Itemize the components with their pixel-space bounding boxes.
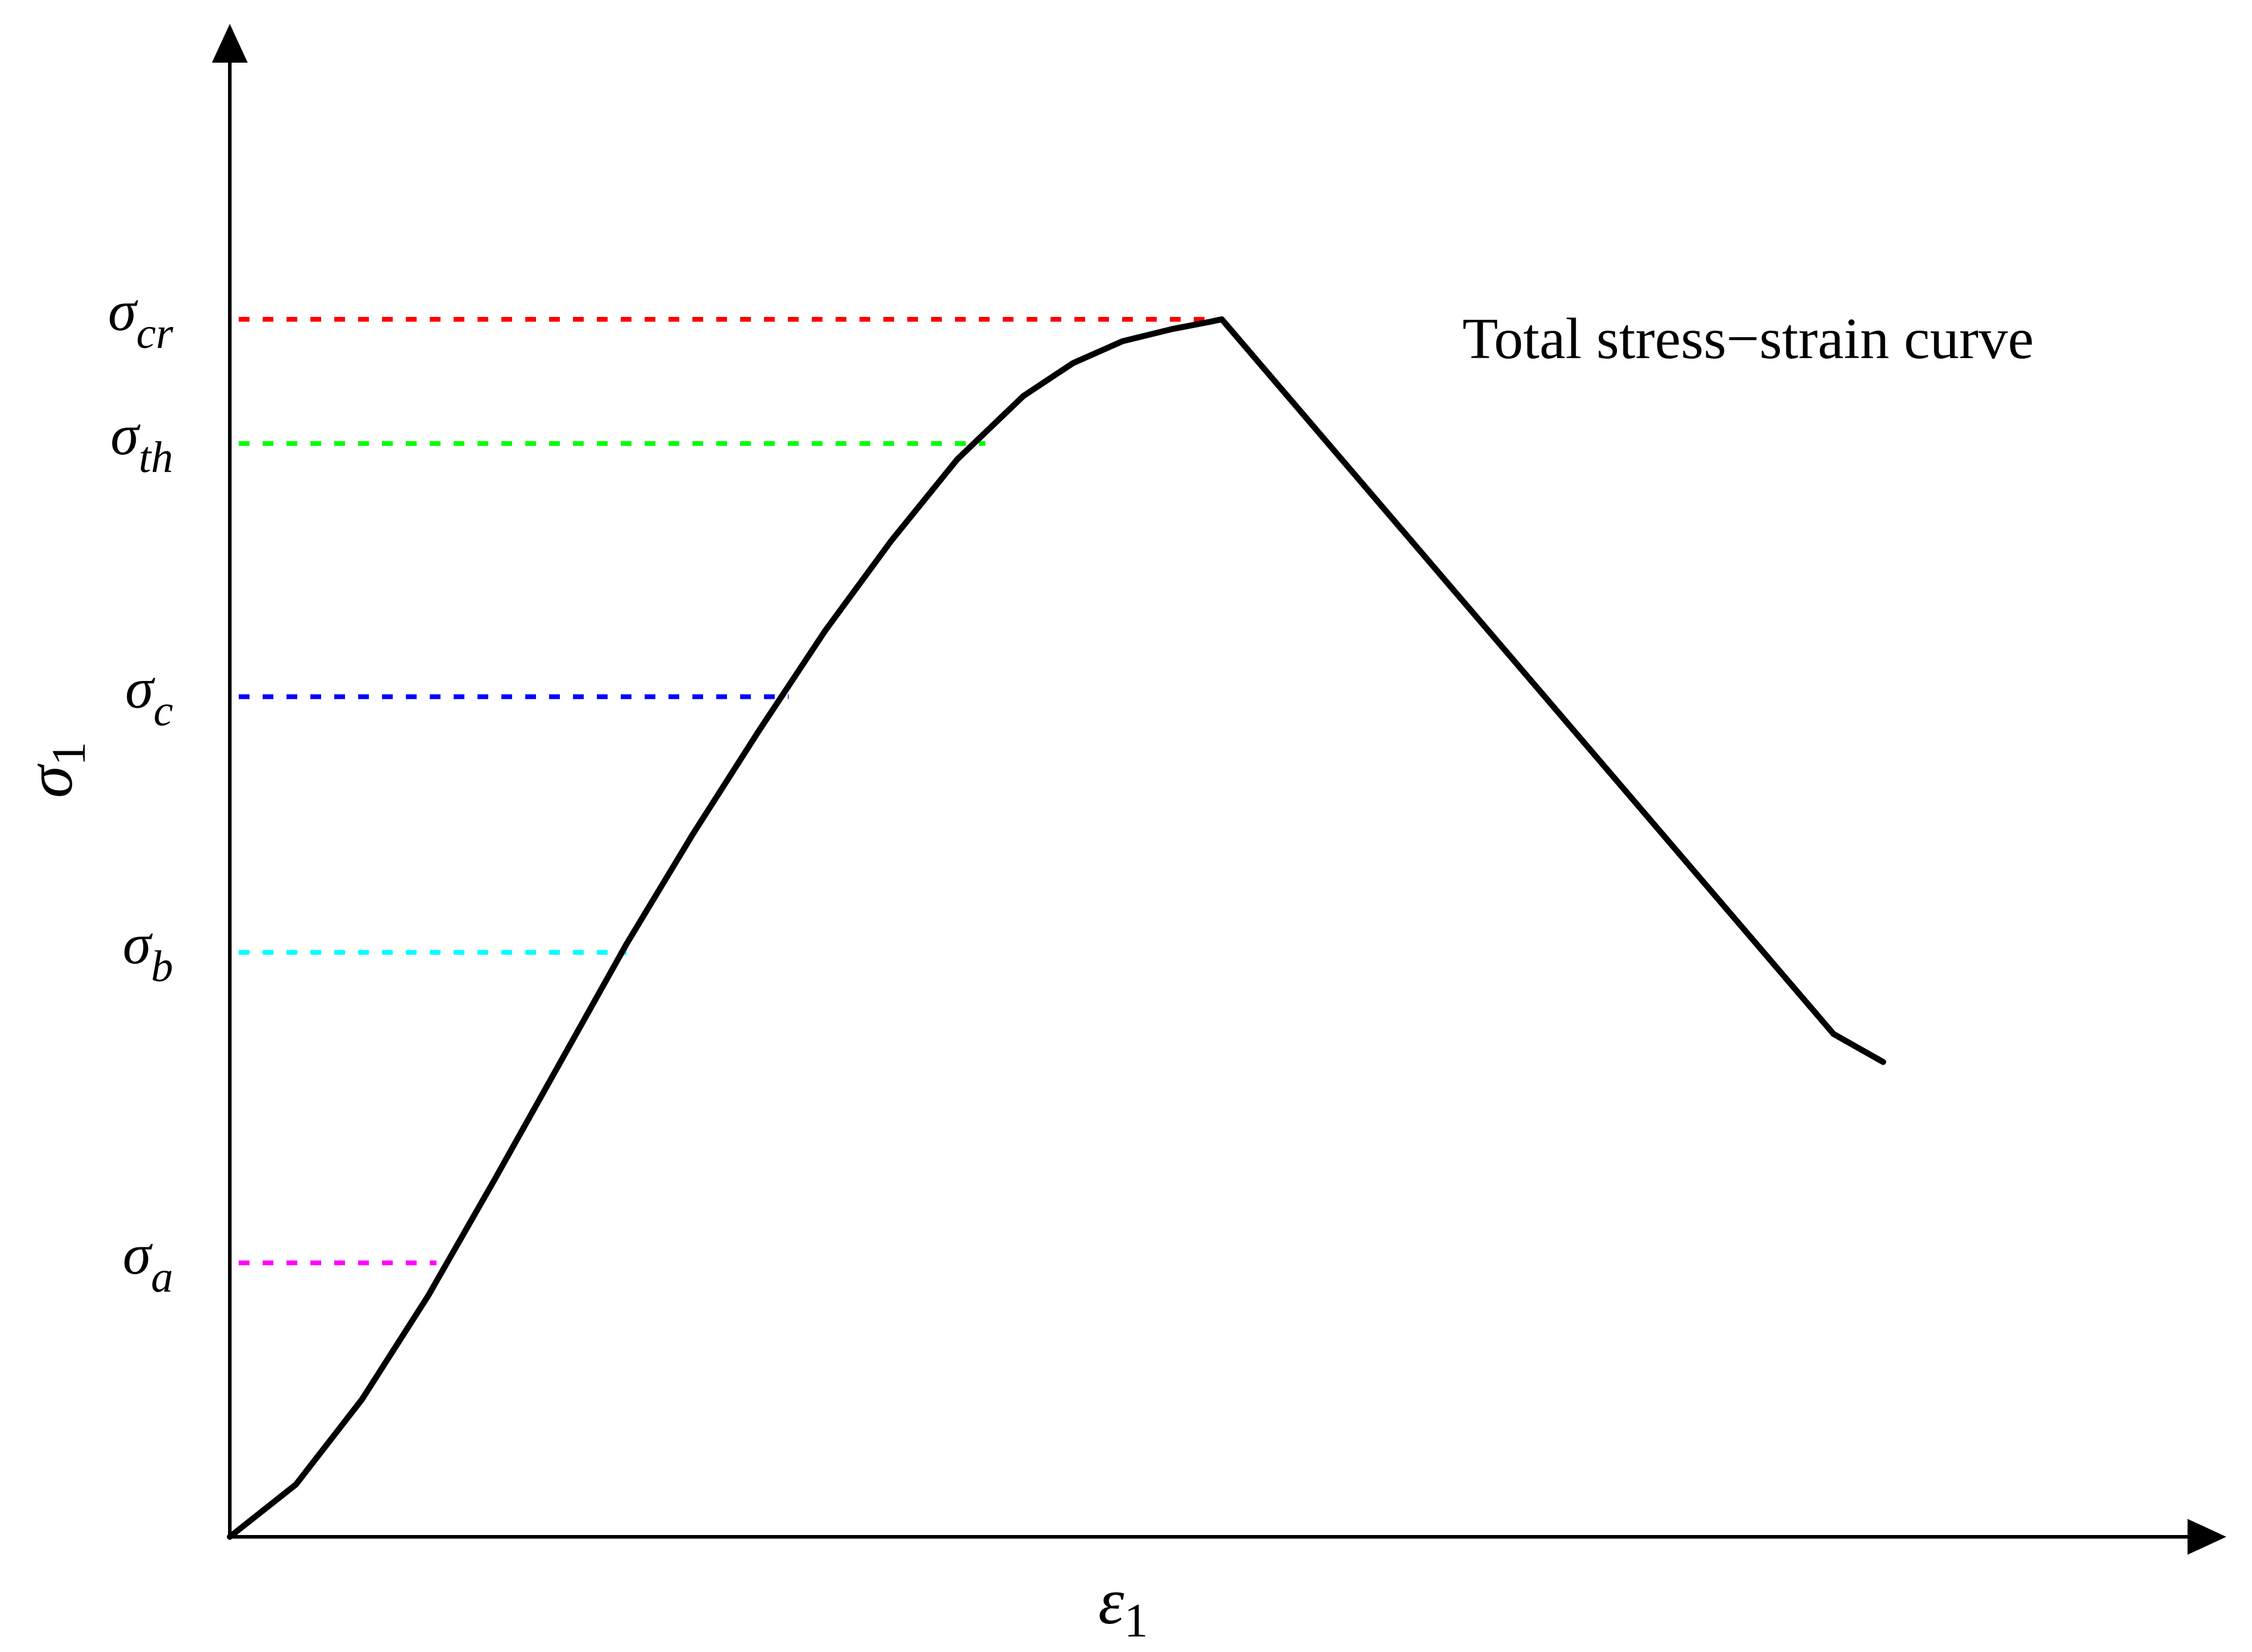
x-axis-label-symbol: ε	[1098, 1565, 1125, 1638]
reference-label-b: σb	[123, 912, 173, 991]
reference-label-subscript: a	[151, 1253, 173, 1302]
reference-label-c: σc	[125, 656, 173, 735]
reference-label-cr: σcr	[108, 279, 174, 358]
reference-label-symbol: σ	[123, 1222, 153, 1286]
reference-label-symbol: σ	[125, 656, 156, 720]
reference-label-symbol: σ	[108, 279, 138, 343]
axes	[212, 24, 2226, 1555]
reference-label-a: σa	[123, 1222, 173, 1302]
x-axis-label-subscript: 1	[1124, 1595, 1148, 1647]
y-axis-arrowhead	[212, 24, 248, 63]
reference-label-subscript: cr	[136, 309, 174, 358]
curve-annotation: Total stress−strain curve	[1462, 307, 2034, 371]
y-axis-label-symbol: σ	[13, 763, 86, 798]
reference-label-subscript: b	[151, 942, 173, 991]
y-axis-label-subscript: 1	[43, 742, 95, 766]
reference-label-th: σth	[110, 403, 173, 482]
curve-layer	[227, 316, 1886, 1540]
stress-strain-curve	[227, 316, 1886, 1540]
reference-lines	[239, 317, 1222, 1265]
reference-label-subscript: c	[153, 686, 173, 735]
x-axis-label: ε1	[1098, 1565, 1148, 1647]
reference-label-subscript: th	[138, 433, 173, 482]
y-axis-label: σ1	[13, 742, 95, 798]
x-axis-arrowhead	[2188, 1519, 2226, 1555]
reference-label-symbol: σ	[123, 912, 153, 976]
reference-label-symbol: σ	[110, 403, 141, 467]
